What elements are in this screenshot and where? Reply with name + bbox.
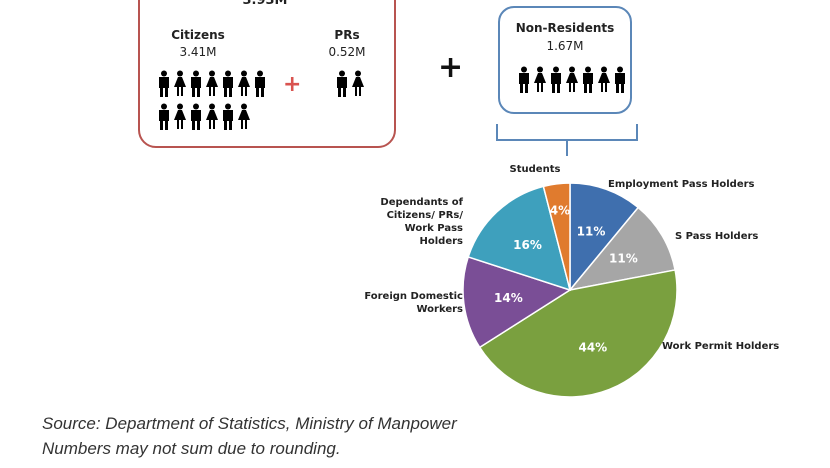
female-person-icon xyxy=(566,66,578,92)
non-residents-people-icons xyxy=(516,66,627,94)
legend-label-work-permit: Work Permit Holders xyxy=(662,341,780,352)
male-person-icon xyxy=(191,70,201,97)
female-person-icon xyxy=(174,70,186,96)
citizens-label: Citizens xyxy=(171,28,225,42)
pie-data-label: 14% xyxy=(494,291,523,305)
prs-value: 0.52M xyxy=(328,45,366,59)
rounding-note: Numbers may not sum due to rounding. xyxy=(42,439,341,458)
residents-total: 3.93M xyxy=(242,0,288,8)
pie-data-label: 16% xyxy=(513,238,542,252)
non-residents-value: 1.67M xyxy=(546,39,584,53)
legend-label-employment-pass: Employment Pass Holders xyxy=(608,179,755,190)
female-person-icon xyxy=(598,66,610,92)
residents-box xyxy=(138,0,396,148)
non-residents-label: Non-Residents xyxy=(515,21,615,35)
citizens-people-icons-row1 xyxy=(156,70,267,98)
legend-label-dependants: Dependants of Citizens/ PRs/ Work Pass H… xyxy=(380,197,463,247)
pie-data-label: 11% xyxy=(577,225,606,239)
male-person-icon xyxy=(583,66,593,93)
male-person-icon xyxy=(337,70,347,97)
female-person-icon xyxy=(238,70,250,96)
plus-sign: + xyxy=(438,50,464,85)
source-text: Source: Department of Statistics, Minist… xyxy=(42,414,457,433)
pie-data-label: 11% xyxy=(609,251,638,265)
citizens-people-icons-row2 xyxy=(156,103,251,131)
prs-label: PRs xyxy=(334,28,360,42)
legend-label-s-pass: S Pass Holders xyxy=(675,231,759,242)
male-person-icon xyxy=(551,66,561,93)
pie-slice-2 xyxy=(478,269,678,398)
male-person-icon xyxy=(159,103,169,130)
pie-slice-4 xyxy=(467,185,572,292)
citizens-value: 3.41M xyxy=(179,45,217,59)
male-person-icon xyxy=(615,66,625,93)
pie-slice-3 xyxy=(462,255,572,349)
male-person-icon xyxy=(159,70,169,97)
pie-slice-1 xyxy=(568,206,676,292)
residents-plus: + xyxy=(283,72,302,97)
female-person-icon xyxy=(206,70,218,96)
legend-label-students: Students xyxy=(509,164,561,175)
male-person-icon xyxy=(223,103,233,130)
male-person-icon xyxy=(223,70,233,97)
prs-people-icons xyxy=(334,70,365,98)
male-person-icon xyxy=(191,103,201,130)
male-person-icon xyxy=(255,70,265,97)
legend-label-fdw: Foreign Domestic Workers xyxy=(364,291,463,315)
female-person-icon xyxy=(534,66,546,92)
female-person-icon xyxy=(174,103,186,129)
pie-slice-0 xyxy=(569,182,640,293)
pie-data-label: 44% xyxy=(578,341,607,355)
female-person-icon xyxy=(352,70,364,96)
brace xyxy=(496,124,638,156)
footer: Source: Department of Statistics, Minist… xyxy=(42,411,457,461)
male-person-icon xyxy=(519,66,529,93)
pie-data-label: 4% xyxy=(550,203,570,217)
female-person-icon xyxy=(206,103,218,129)
non-residents-box xyxy=(498,6,632,114)
female-person-icon xyxy=(238,103,250,129)
pie-slice-5 xyxy=(542,182,571,291)
